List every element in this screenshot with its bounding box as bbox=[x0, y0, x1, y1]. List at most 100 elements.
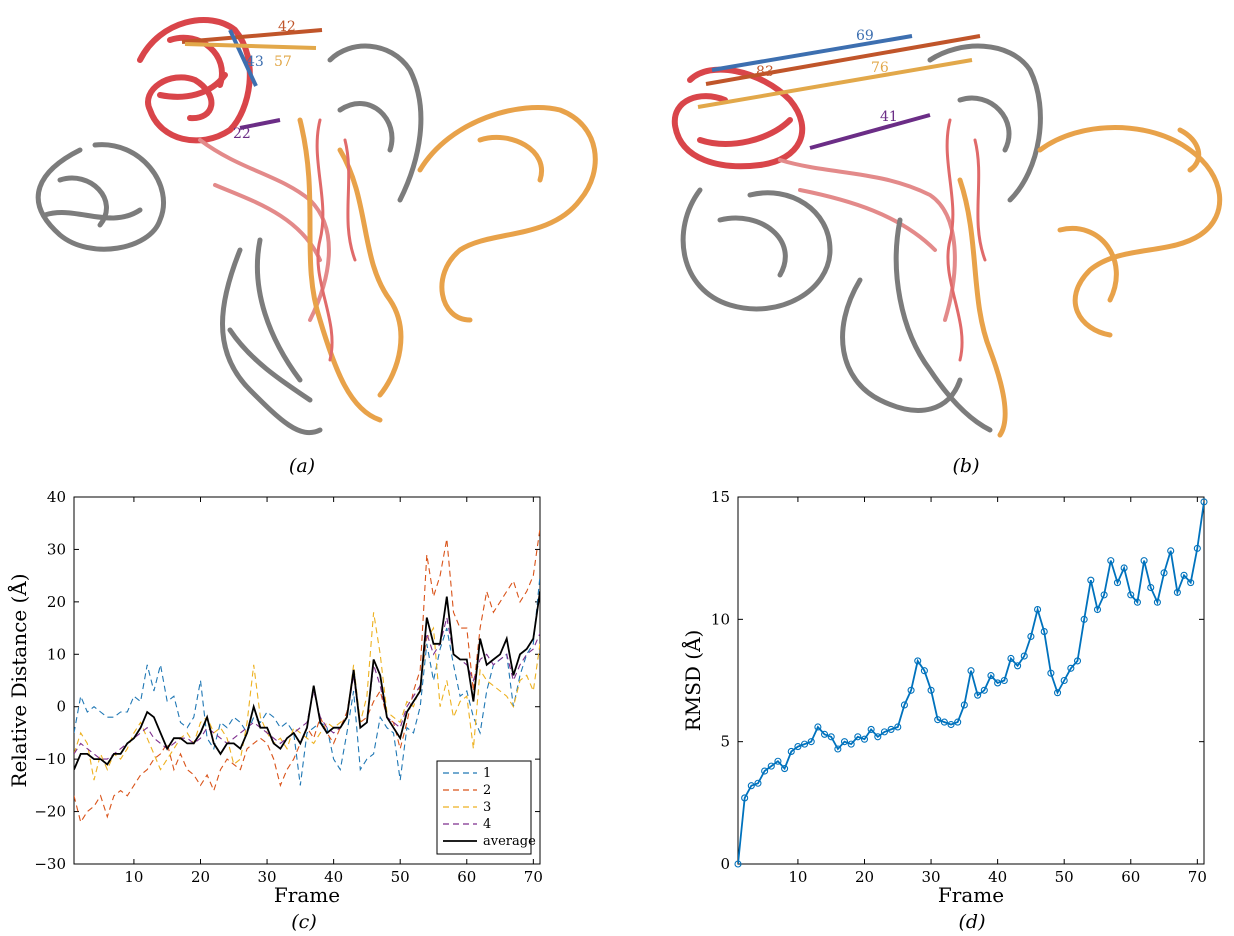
data-point bbox=[814, 723, 822, 731]
data-point bbox=[1107, 557, 1115, 565]
data-point bbox=[847, 740, 855, 748]
data-point bbox=[1200, 498, 1208, 506]
orange-chain-b bbox=[957, 125, 1223, 438]
data-point bbox=[754, 779, 762, 787]
data-point bbox=[1167, 547, 1175, 555]
legend-label: average bbox=[483, 834, 536, 849]
data-point bbox=[834, 745, 842, 753]
data-point bbox=[840, 738, 849, 746]
data-point bbox=[820, 730, 829, 738]
y-axis-label: Relative Distance (Å) bbox=[6, 573, 31, 787]
x-axis-label: Frame bbox=[274, 883, 340, 907]
caption-c: (c) bbox=[291, 911, 316, 933]
x-tick-label: 50 bbox=[391, 868, 410, 886]
data-point bbox=[1014, 662, 1022, 670]
distance-label-42: 42 bbox=[278, 19, 296, 35]
data-point bbox=[1067, 664, 1075, 672]
data-point bbox=[1127, 591, 1135, 599]
y-tick-label: 30 bbox=[47, 540, 66, 558]
orange-chain-a bbox=[297, 105, 598, 423]
pink-coils-b bbox=[945, 118, 987, 362]
data-point bbox=[1160, 569, 1168, 577]
legend-label: 2 bbox=[483, 783, 491, 798]
x-tick-label: 60 bbox=[457, 868, 476, 886]
x-tick-label: 10 bbox=[788, 868, 807, 886]
x-tick-label: 40 bbox=[988, 868, 1007, 886]
red-domain-b bbox=[671, 66, 806, 170]
distance-line-43 bbox=[228, 29, 258, 87]
data-point bbox=[807, 738, 815, 746]
gray-chain-b-left bbox=[680, 187, 963, 413]
data-point bbox=[1193, 544, 1201, 552]
y-tick-label: 10 bbox=[47, 645, 66, 663]
data-point bbox=[781, 765, 789, 773]
series-line-rmsd bbox=[738, 501, 1204, 864]
y-tick-label: −30 bbox=[34, 855, 66, 873]
data-point bbox=[1093, 605, 1102, 614]
data-point bbox=[1113, 579, 1122, 587]
data-point bbox=[927, 686, 935, 694]
data-point bbox=[860, 735, 869, 743]
data-point bbox=[747, 782, 755, 790]
data-point bbox=[880, 728, 889, 736]
data-point bbox=[761, 767, 769, 775]
data-point bbox=[774, 757, 782, 765]
data-point bbox=[1187, 579, 1195, 587]
data-point bbox=[1080, 615, 1088, 623]
caption-d: (d) bbox=[959, 911, 986, 933]
structure-b: 69 83 76 41 bbox=[671, 28, 1223, 438]
data-point bbox=[827, 733, 835, 741]
y-tick-label: −10 bbox=[34, 750, 66, 768]
gray-chain-a-left bbox=[35, 142, 167, 252]
data-point bbox=[1053, 689, 1062, 697]
y-tick-label: 20 bbox=[47, 593, 66, 611]
data-point bbox=[987, 672, 995, 680]
y-axis-label: RMSD (Å) bbox=[680, 630, 705, 732]
x-tick-label: 50 bbox=[1055, 868, 1074, 886]
data-point bbox=[960, 701, 968, 709]
y-tick-label: 10 bbox=[711, 610, 730, 628]
legend-box bbox=[436, 760, 532, 855]
data-point bbox=[920, 667, 928, 675]
data-point bbox=[967, 667, 975, 675]
data-point bbox=[907, 686, 915, 694]
data-point bbox=[1173, 588, 1181, 596]
data-point bbox=[734, 860, 742, 868]
data-point bbox=[1120, 564, 1128, 572]
distance-label-57: 57 bbox=[274, 54, 292, 70]
series-line-2 bbox=[74, 528, 540, 824]
y-tick-label: 40 bbox=[47, 488, 66, 506]
y-tick-label: 0 bbox=[720, 855, 730, 873]
data-point bbox=[900, 701, 908, 709]
data-point bbox=[1007, 654, 1015, 663]
x-tick-label: 70 bbox=[524, 868, 543, 886]
x-tick-label: 20 bbox=[855, 868, 874, 886]
data-point bbox=[741, 794, 749, 802]
data-point bbox=[1047, 669, 1055, 677]
data-point bbox=[794, 743, 802, 751]
data-point bbox=[1180, 571, 1188, 579]
distance-line-22 bbox=[239, 118, 281, 130]
distance-line-76 bbox=[697, 58, 973, 109]
x-tick-label: 30 bbox=[922, 868, 941, 886]
data-point bbox=[767, 762, 775, 770]
x-axis-label: Frame bbox=[938, 883, 1004, 907]
data-point bbox=[980, 686, 988, 694]
distance-label-43: 43 bbox=[246, 54, 264, 70]
data-point bbox=[954, 718, 962, 726]
data-point bbox=[854, 733, 862, 741]
legend-label: 1 bbox=[483, 766, 491, 781]
caption-a: (a) bbox=[289, 455, 315, 477]
data-point bbox=[940, 718, 948, 726]
data-point bbox=[894, 723, 902, 731]
x-tick-label: 40 bbox=[324, 868, 343, 886]
series-line-1 bbox=[74, 575, 540, 786]
data-point bbox=[1153, 598, 1161, 606]
rmsd-chart: 10 20 30 40 50 60 70 0 5 10 15 Frame RMSD (Å) bbox=[680, 488, 1208, 907]
data-point bbox=[1100, 591, 1108, 599]
data-point bbox=[787, 747, 795, 756]
pink-linker-b bbox=[778, 158, 957, 322]
x-tick-label: 30 bbox=[258, 868, 277, 886]
gray-stalk-b bbox=[893, 43, 1043, 433]
distance-line-83 bbox=[705, 34, 981, 86]
